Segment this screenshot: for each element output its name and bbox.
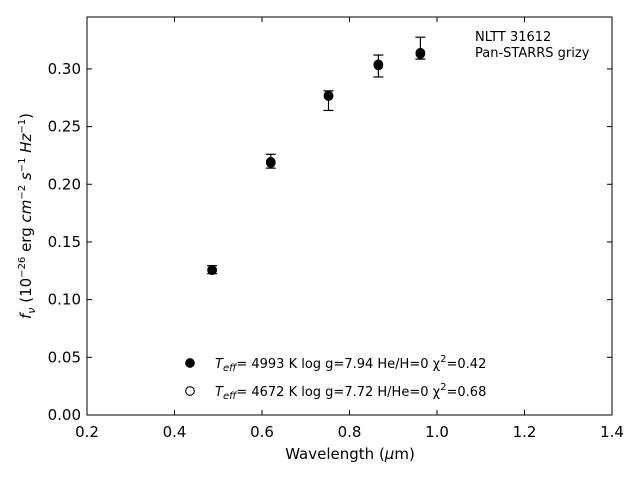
data-point-open <box>207 265 217 275</box>
data-series <box>207 36 426 276</box>
y-axis: 0.00 0.05 0.10 0.15 0.20 0.25 0.30 <box>48 60 612 424</box>
x-tick-label: 1.2 <box>513 423 537 441</box>
x-tick-label: 0.2 <box>75 423 99 441</box>
y-tick-label: 0.30 <box>48 60 81 78</box>
x-axis: 0.2 0.4 0.6 0.8 1.0 1.2 1.4 <box>75 17 624 441</box>
y-tick-label: 0.15 <box>48 233 81 251</box>
legend-marker-open <box>185 386 195 396</box>
legend-marker-filled <box>185 358 195 368</box>
x-tick-label: 0.4 <box>163 423 187 441</box>
x-tick-label: 0.6 <box>250 423 274 441</box>
y-axis-label: fν (10−26 erg cm−2 s−1 Hz−1) <box>17 113 38 319</box>
y-tick-label: 0.10 <box>48 291 81 309</box>
data-point-open <box>415 49 426 59</box>
y-tick-label: 0.00 <box>48 406 81 424</box>
y-tick-label: 0.25 <box>48 118 81 136</box>
x-tick-label: 1.4 <box>600 423 624 441</box>
legend-label: Teff= 4993 K log g=7.94 He/H=0 χ2=0.42 <box>215 354 486 374</box>
data-point-open <box>265 158 276 168</box>
y-tick-label: 0.05 <box>48 348 81 366</box>
plot-area <box>86 16 613 416</box>
data-point-open <box>373 60 384 71</box>
annotation-object-name: NLTT 31612 <box>475 30 551 45</box>
y-tick-label: 0.20 <box>48 175 81 193</box>
legend-label: Teff= 4672 K log g=7.72 H/He=0 χ2=0.68 <box>215 382 486 402</box>
x-tick-label: 1.0 <box>425 423 449 441</box>
annotation-survey-name: Pan-STARRS grizy <box>475 46 590 61</box>
legend: Teff= 4993 K log g=7.94 He/H=0 χ2=0.42 Te… <box>185 354 486 402</box>
x-axis-label: Wavelength (μm) <box>285 445 415 463</box>
data-point-open <box>323 91 334 101</box>
x-tick-label: 0.8 <box>338 423 362 441</box>
plot-border <box>86 16 613 416</box>
